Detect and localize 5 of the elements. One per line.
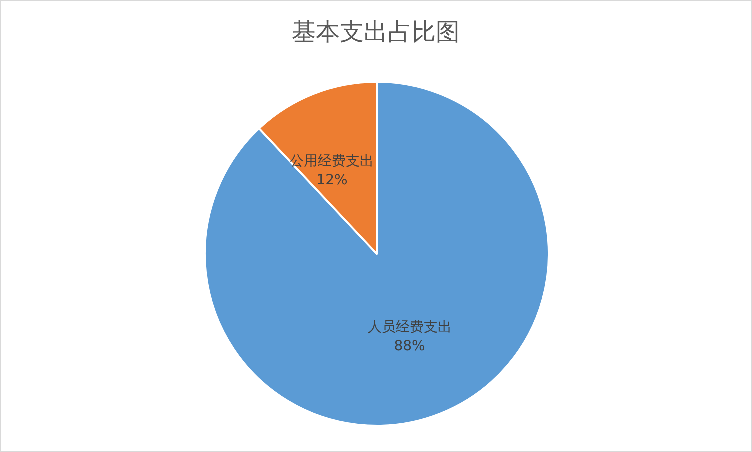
data-label: 12% [316, 172, 348, 189]
chart-title: 基本支出占比图 [292, 18, 460, 46]
data-label: 88% [394, 338, 426, 354]
slice-label: 公用经费支出 [290, 154, 374, 170]
slice-label: 人员经费支出 [368, 319, 452, 336]
